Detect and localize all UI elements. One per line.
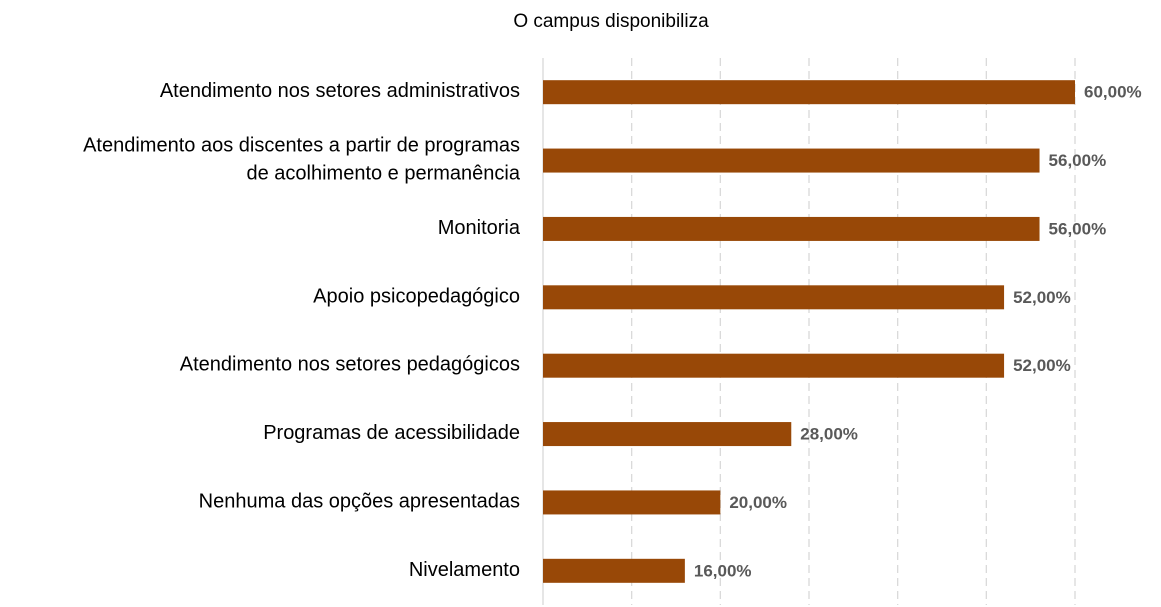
y-tick-label: Programas de acessibilidade [263, 422, 520, 444]
value-label: 56,00% [1049, 151, 1107, 170]
bar [543, 216, 1040, 241]
y-tick-label: Monitoria [438, 217, 521, 239]
bar [543, 285, 1005, 310]
value-label: 60,00% [1084, 83, 1142, 102]
bar [543, 353, 1005, 378]
value-label: 56,00% [1049, 219, 1107, 238]
chart-title: O campus disponibiliza [513, 11, 709, 32]
y-tick-label: Atendimento aos discentes a partir de pr… [83, 135, 521, 185]
value-label: 52,00% [1013, 288, 1071, 307]
bar [543, 422, 792, 447]
bar [543, 80, 1075, 105]
bar [543, 490, 721, 515]
y-tick-label: Nivelamento [409, 559, 520, 581]
bar [543, 558, 685, 583]
y-tick-label: Atendimento nos setores pedagógicos [180, 354, 520, 376]
y-tick-label: Atendimento nos setores administrativos [160, 80, 520, 102]
y-tick-label: Nenhuma das opções apresentadas [199, 491, 520, 513]
value-label: 52,00% [1013, 356, 1071, 375]
value-label: 20,00% [729, 493, 787, 512]
value-label: 16,00% [694, 561, 752, 580]
bar [543, 148, 1040, 173]
y-tick-label: Apoio psicopedagógico [313, 286, 520, 308]
value-label: 28,00% [800, 425, 858, 444]
